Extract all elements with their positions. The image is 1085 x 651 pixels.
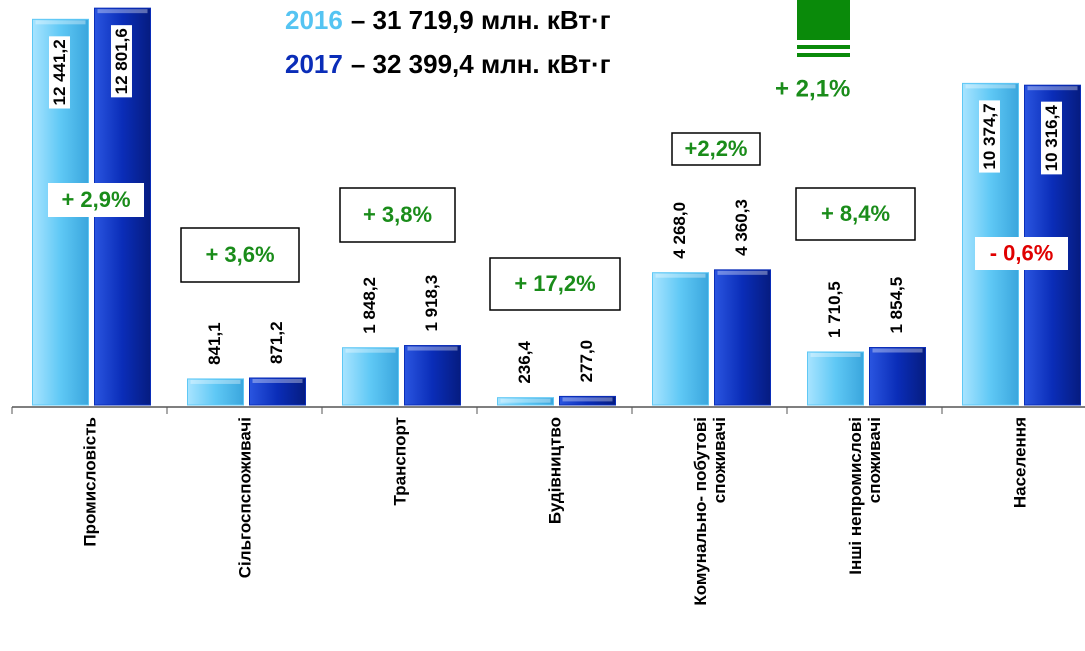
value-label: 10 316,4 xyxy=(1042,105,1061,172)
x-tick-label: Транспорт xyxy=(390,417,409,506)
value-label: 12 801,6 xyxy=(112,28,131,94)
annotation: + 2,9% xyxy=(61,187,130,212)
bar-top xyxy=(562,397,613,402)
x-tick-label: Населення xyxy=(1010,417,1029,509)
bar-top xyxy=(407,346,458,351)
value-label: 277,0 xyxy=(577,340,596,383)
annotation: + 17,2% xyxy=(514,271,595,296)
bar-top xyxy=(345,348,396,353)
value-label: 4 268,0 xyxy=(670,202,689,259)
x-tick-label: Інші непромислові споживачі xyxy=(845,417,884,575)
annotation-box xyxy=(48,183,144,217)
annotation-box xyxy=(339,187,456,243)
bar xyxy=(342,347,399,406)
total-icon xyxy=(797,0,850,57)
legend-entry: 2017 – 32 399,4 млн. кВт·г xyxy=(285,49,611,79)
annotation: + 8,4% xyxy=(821,201,890,226)
annotation-box xyxy=(975,237,1068,270)
x-tick-label: Комунально- побутові споживачі xyxy=(690,417,729,606)
value-label: 1 710,5 xyxy=(825,281,844,338)
bar-top xyxy=(655,273,706,278)
value-label-bg xyxy=(978,100,1000,173)
value-label-bg xyxy=(48,36,70,109)
total-change: + 2,1% xyxy=(775,75,850,102)
bar xyxy=(652,272,709,406)
legend-name: 2017 xyxy=(285,49,343,79)
value-label: 4 360,3 xyxy=(732,199,751,256)
value-label: 841,1 xyxy=(205,322,224,365)
bar xyxy=(714,269,771,406)
bar xyxy=(404,345,461,406)
annotation: + 3,6% xyxy=(205,242,274,267)
x-tick-label: Сільгоспспоживачі xyxy=(235,417,254,579)
value-label: 12 441,2 xyxy=(50,39,69,105)
value-label: 1 854,5 xyxy=(887,277,906,334)
annotation-box xyxy=(795,187,916,241)
bar-top xyxy=(500,398,551,403)
bar xyxy=(249,377,306,406)
bar xyxy=(807,351,864,406)
legend-total: – 31 719,9 млн. кВт·г xyxy=(351,5,611,35)
bar-top xyxy=(717,270,768,275)
value-label-bg xyxy=(110,25,132,98)
bar-top xyxy=(35,20,86,25)
value-label: 1 918,3 xyxy=(422,275,441,332)
bar-top xyxy=(190,379,241,384)
annotation: + 3,8% xyxy=(363,202,432,227)
legend-name: 2016 xyxy=(285,5,343,35)
value-label: 236,4 xyxy=(515,341,534,384)
bar xyxy=(559,395,616,406)
x-tick-label: Будівництво xyxy=(545,417,564,525)
legend-entry: 2016 – 31 719,9 млн. кВт·г xyxy=(285,5,611,35)
bar-top xyxy=(810,352,861,357)
bar xyxy=(497,397,554,406)
annotation-box xyxy=(671,132,761,166)
bar-top xyxy=(872,348,923,353)
annotation-box xyxy=(180,227,300,283)
value-label-bg xyxy=(1040,101,1062,175)
x-tick-label: Промисловість xyxy=(80,417,99,547)
bar-top xyxy=(252,378,303,383)
bar-top xyxy=(1027,86,1078,91)
annotation-box xyxy=(489,257,621,311)
bar xyxy=(869,347,926,406)
legend-total: – 32 399,4 млн. кВт·г xyxy=(351,49,611,79)
bar xyxy=(187,378,244,406)
value-label: 1 848,2 xyxy=(360,277,379,334)
bar-top xyxy=(97,9,148,14)
value-label: 871,2 xyxy=(267,321,286,364)
value-label: 10 374,7 xyxy=(980,103,999,169)
annotation: +2,2% xyxy=(685,136,748,161)
annotation: - 0,6% xyxy=(990,240,1054,265)
bar-top xyxy=(965,84,1016,89)
